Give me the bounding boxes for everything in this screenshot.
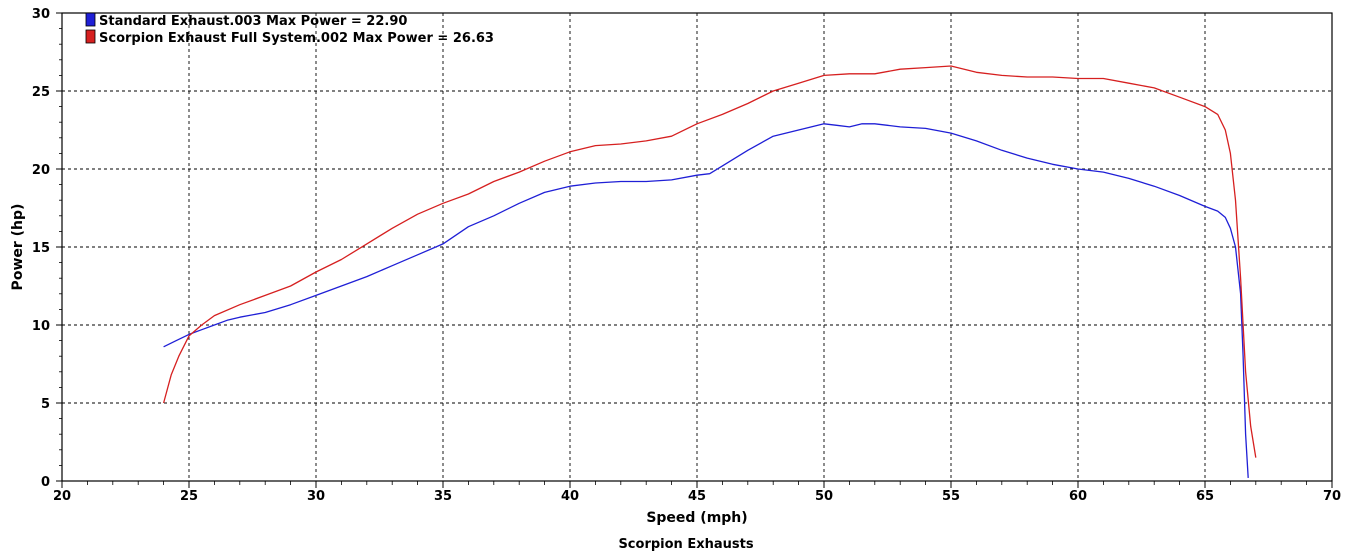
grid-lines <box>62 13 1332 481</box>
series-line-1 <box>163 123 1249 478</box>
x-tick-label: 60 <box>1069 489 1087 504</box>
x-tick-labels: 20 25 30 35 40 45 50 55 60 65 70 <box>53 489 1341 504</box>
x-tick-label: 70 <box>1323 489 1341 504</box>
y-tick-label: 30 <box>32 7 50 22</box>
series-line-2 <box>162 65 1257 458</box>
y-tick-label: 15 <box>32 241 50 256</box>
legend: Standard Exhaust.003 Max Power = 22.90 Sc… <box>85 12 494 46</box>
y-tick-label: 20 <box>32 163 50 178</box>
series-lines <box>162 65 1257 478</box>
x-tick-label: 65 <box>1196 489 1214 504</box>
y-tick-label: 10 <box>32 319 50 334</box>
y-tick-label: 25 <box>32 85 50 100</box>
minor-ticks <box>56 12 1333 488</box>
x-tick-label: 50 <box>815 489 833 504</box>
y-tick-labels: 0 5 10 15 20 25 30 <box>32 7 50 490</box>
x-tick-label: 40 <box>561 489 579 504</box>
legend-entry: Standard Exhaust.003 Max Power = 22.90 <box>99 14 407 29</box>
x-tick-label: 35 <box>434 489 452 504</box>
chart-footer: Scorpion Exhausts <box>618 537 753 552</box>
legend-swatch <box>85 29 96 44</box>
y-tick-label: 5 <box>41 397 50 412</box>
x-tick-label: 30 <box>307 489 325 504</box>
y-tick-label: 0 <box>41 475 50 490</box>
x-tick-label: 55 <box>942 489 960 504</box>
y-axis-title: Power (hp) <box>10 204 26 291</box>
legend-entry: Scorpion Exhaust Full System.002 Max Pow… <box>99 31 494 46</box>
x-tick-label: 20 <box>53 489 71 504</box>
x-axis-title: Speed (mph) <box>646 510 747 526</box>
plot-frame <box>61 12 1333 482</box>
legend-swatch <box>85 12 96 27</box>
x-tick-label: 45 <box>688 489 706 504</box>
x-tick-label: 25 <box>180 489 198 504</box>
